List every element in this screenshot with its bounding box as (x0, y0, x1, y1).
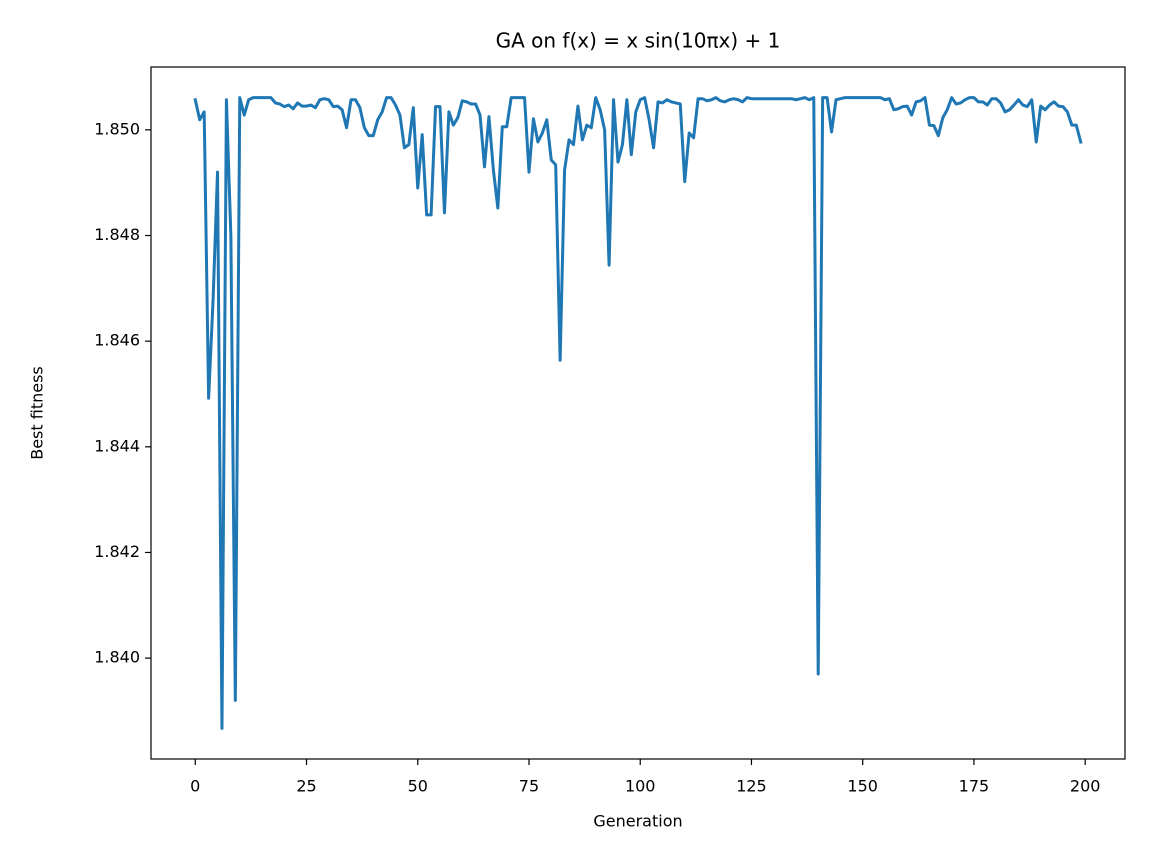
x-tick-label: 100 (625, 777, 656, 796)
x-tick-label: 175 (959, 777, 990, 796)
y-axis-label: Best fitness (28, 366, 47, 460)
y-tick-label: 1.844 (94, 436, 140, 455)
x-tick-label: 0 (190, 777, 200, 796)
x-tick-label: 150 (847, 777, 878, 796)
y-tick-label: 1.846 (94, 331, 140, 350)
y-tick-label: 1.850 (94, 119, 140, 138)
y-tick-label: 1.840 (94, 648, 140, 667)
y-tick-label: 1.848 (94, 225, 140, 244)
x-tick-label: 25 (296, 777, 316, 796)
x-tick-label: 200 (1070, 777, 1101, 796)
data-line (193, 96, 1083, 730)
chart-title: GA on f(x) = x sin(10πx) + 1 (496, 29, 781, 53)
x-axis-label: Generation (593, 812, 682, 831)
y-tick-label: 1.842 (94, 542, 140, 561)
x-tick-label: 125 (736, 777, 767, 796)
plot-frame (150, 66, 1126, 760)
x-tick-label: 75 (519, 777, 539, 796)
x-tick-label: 50 (408, 777, 428, 796)
